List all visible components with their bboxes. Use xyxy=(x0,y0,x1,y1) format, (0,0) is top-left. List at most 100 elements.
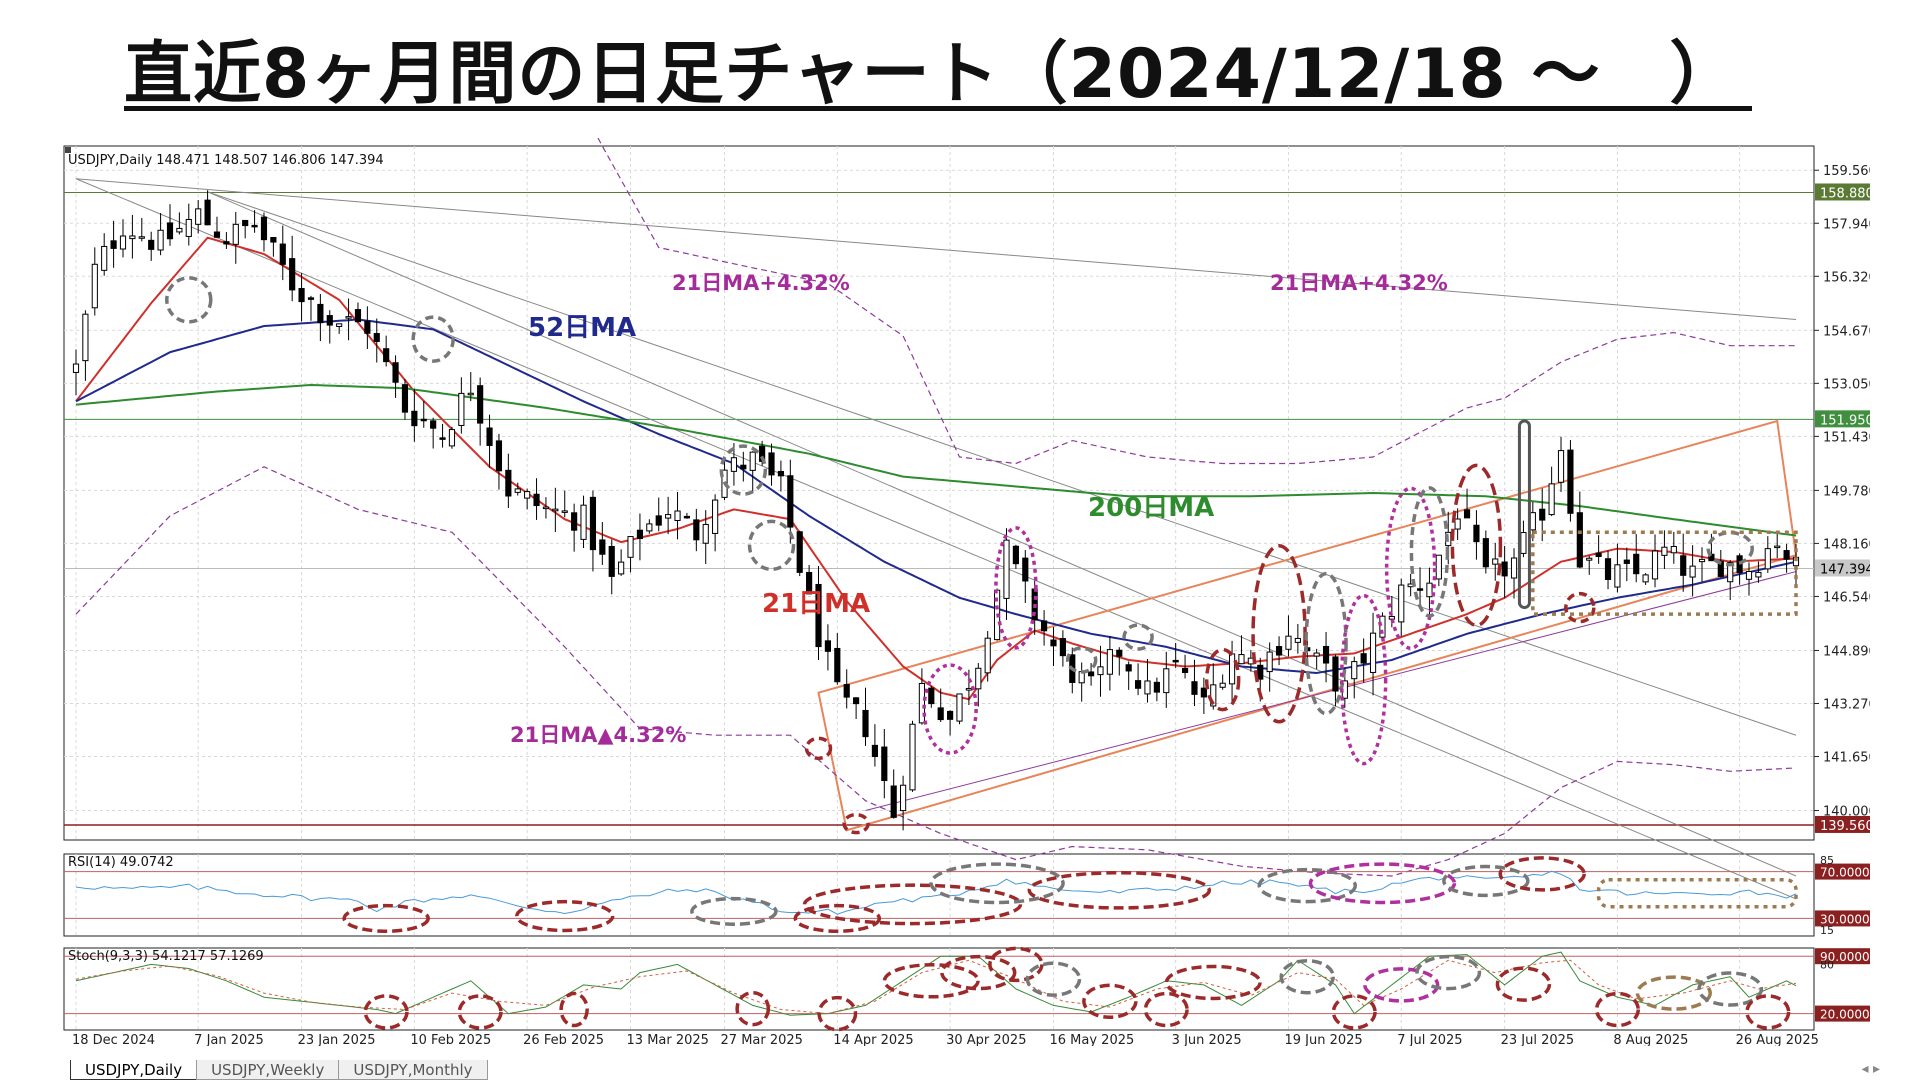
stoch-highlight-ellipse xyxy=(1697,971,1764,1007)
rsi-highlight-ellipse xyxy=(1257,867,1358,904)
price-tag-label: 139.560 xyxy=(1820,819,1870,834)
candle-body xyxy=(1510,557,1518,579)
stoch-highlight-ellipse xyxy=(1495,966,1552,1002)
candle-body xyxy=(683,515,691,519)
price-tag-label: 151.950 xyxy=(1820,413,1870,428)
highlight-ellipse xyxy=(994,526,1038,650)
candle-body xyxy=(1144,680,1151,695)
stoch-k-line xyxy=(75,951,1797,1016)
candle-body xyxy=(373,333,380,342)
candle-body xyxy=(91,263,98,309)
candle-body xyxy=(1416,588,1424,591)
candle-body xyxy=(674,510,681,521)
candle-body xyxy=(1557,450,1565,483)
candle-body xyxy=(928,687,935,705)
candle-body xyxy=(1614,564,1621,588)
candle-body xyxy=(1181,668,1189,674)
tab-usdjpy-monthly[interactable]: USDJPY,Monthly xyxy=(338,1060,488,1080)
ma-line-21日MA xyxy=(75,236,1797,701)
candle-body xyxy=(1548,483,1555,516)
rsi-label: RSI(14) 49.0742 xyxy=(68,855,174,870)
candle-body xyxy=(1163,668,1170,694)
candle-body xyxy=(1332,656,1339,692)
stoch-level-label: 90.0000 xyxy=(1820,950,1870,964)
highlight-ellipse xyxy=(1065,646,1098,674)
candle-body xyxy=(975,667,982,690)
trend-line xyxy=(207,191,1797,877)
candle-body xyxy=(157,229,164,251)
candle-body xyxy=(871,744,878,758)
candle-body xyxy=(777,470,785,477)
stoch-highlight-ellipse xyxy=(882,963,980,999)
candle-body xyxy=(420,418,427,422)
candle-body xyxy=(279,243,286,265)
ma-line-52日MA xyxy=(75,318,1797,675)
chart-tabs: USDJPY,Daily USDJPY,Weekly USDJPY,Monthl… xyxy=(70,1060,488,1080)
candle-body xyxy=(392,362,399,383)
candle-body xyxy=(232,223,239,245)
rsi-scale-label: 85 xyxy=(1820,854,1834,867)
candle-body xyxy=(1087,671,1095,677)
candle-body xyxy=(1294,637,1301,643)
price-tag-label: 158.880 xyxy=(1820,186,1870,201)
candle-body xyxy=(1539,508,1546,521)
x-tick-label: 30 Apr 2025 xyxy=(946,1033,1026,1046)
candle-body xyxy=(1473,524,1480,543)
candle-body xyxy=(580,504,587,540)
candle-body xyxy=(289,258,296,291)
x-tick-label: 8 Aug 2025 xyxy=(1613,1033,1688,1046)
candle-body xyxy=(119,235,127,250)
stoch-level-label: 20.0000 xyxy=(1820,1008,1870,1022)
candle-body xyxy=(608,545,615,577)
ma-line-21日MA▲4.32% xyxy=(75,466,1797,877)
candle-body xyxy=(458,392,465,426)
candle-body xyxy=(1313,652,1320,657)
stoch-highlight-ellipse xyxy=(1279,958,1336,995)
candle-body xyxy=(599,539,606,555)
annotation-label: 21日MA+4.32% xyxy=(1270,271,1448,295)
price-tick-label: 146.540 xyxy=(1823,590,1870,605)
candle-body xyxy=(514,488,521,493)
rsi-highlight-ellipse xyxy=(802,883,1023,926)
stoch-pane-frame xyxy=(63,947,1815,1031)
candle-body xyxy=(627,536,634,558)
candle-body xyxy=(1322,645,1330,664)
candle-body xyxy=(768,452,775,476)
scroll-arrows-icon[interactable]: ◂ ▸ xyxy=(1861,1061,1880,1077)
price-tag-box xyxy=(1815,410,1870,428)
candle-body xyxy=(467,392,474,396)
candle-body xyxy=(1200,687,1207,698)
candle-body xyxy=(1454,518,1461,530)
symbol-info-icon xyxy=(65,147,71,153)
candle-body xyxy=(749,451,756,471)
candle-body xyxy=(345,316,352,319)
candle-body xyxy=(1604,558,1612,580)
highlight-ellipse xyxy=(1409,486,1450,618)
candle-body xyxy=(110,240,117,249)
channel-support-line xyxy=(865,571,1797,812)
candle-body xyxy=(589,496,597,551)
candle-body xyxy=(712,499,719,534)
stoch-highlight-ellipse xyxy=(1415,954,1482,991)
candle-body xyxy=(900,784,907,812)
x-tick-label: 16 May 2025 xyxy=(1049,1033,1134,1046)
stoch-highlight-ellipse xyxy=(1143,991,1189,1028)
candle-body xyxy=(1727,562,1734,583)
rsi-highlight-ellipse xyxy=(342,903,430,933)
chart-frame[interactable]: 18 Dec 2024 7 Jan 2025 23 Jan 2025 10 Feb 2… xyxy=(58,138,1870,1046)
highlight-ellipse xyxy=(922,663,978,755)
x-tick-label: 7 Jul 2025 xyxy=(1397,1033,1462,1046)
x-tick-label: 19 Jun 2025 xyxy=(1284,1033,1362,1046)
highlight-ellipse xyxy=(1339,593,1388,766)
candle-body xyxy=(1369,632,1377,673)
stoch-scale-label: 80 xyxy=(1820,958,1834,971)
tab-usdjpy-daily[interactable]: USDJPY,Daily xyxy=(70,1060,198,1080)
candle-body xyxy=(1106,649,1113,675)
stoch-highlight-ellipse xyxy=(1025,961,1082,997)
candle-body xyxy=(204,199,211,226)
candle-body xyxy=(101,245,108,271)
candle-body xyxy=(881,746,888,782)
tab-usdjpy-weekly[interactable]: USDJPY,Weekly xyxy=(196,1060,340,1080)
candle-body xyxy=(1351,661,1358,680)
price-chart[interactable]: 18 Dec 2024 7 Jan 2025 23 Jan 2025 10 Feb 2… xyxy=(58,138,1870,1046)
